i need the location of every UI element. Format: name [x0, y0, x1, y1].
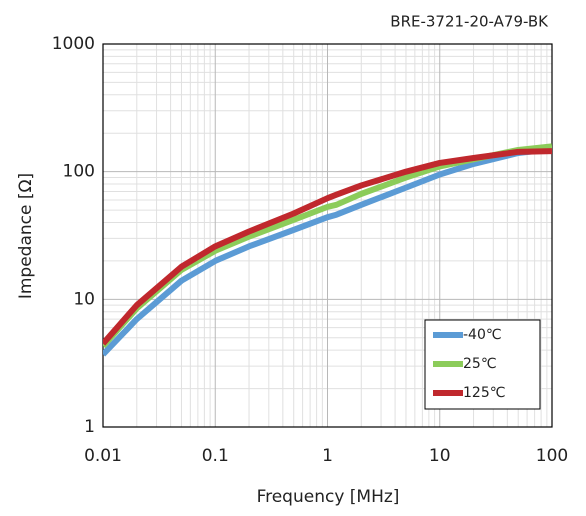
- y-tick-label: 1000: [52, 34, 95, 54]
- y-tick-label: 10: [73, 289, 95, 309]
- legend-label: 25℃: [463, 356, 497, 372]
- y-tick-label: 1: [84, 417, 95, 437]
- plot-frame: [102, 43, 553, 428]
- legend-label: 125℃: [463, 385, 505, 401]
- x-tick-label: 10: [429, 446, 451, 466]
- x-tick-label: 0.1: [202, 446, 229, 466]
- x-axis-label: Frequency [MHz]: [257, 487, 400, 507]
- y-axis-label: Impedance [Ω]: [16, 173, 36, 299]
- series-line: [103, 148, 552, 346]
- legend-label: -40℃: [463, 327, 502, 343]
- x-tick-label: 1: [322, 446, 333, 466]
- chart-subtitle: BRE-3721-20-A79-BK: [390, 13, 549, 31]
- series-line: [103, 146, 552, 357]
- y-tick-label: 100: [63, 162, 95, 182]
- x-tick-label: 100: [536, 446, 568, 466]
- x-tick-label: 0.01: [84, 446, 122, 466]
